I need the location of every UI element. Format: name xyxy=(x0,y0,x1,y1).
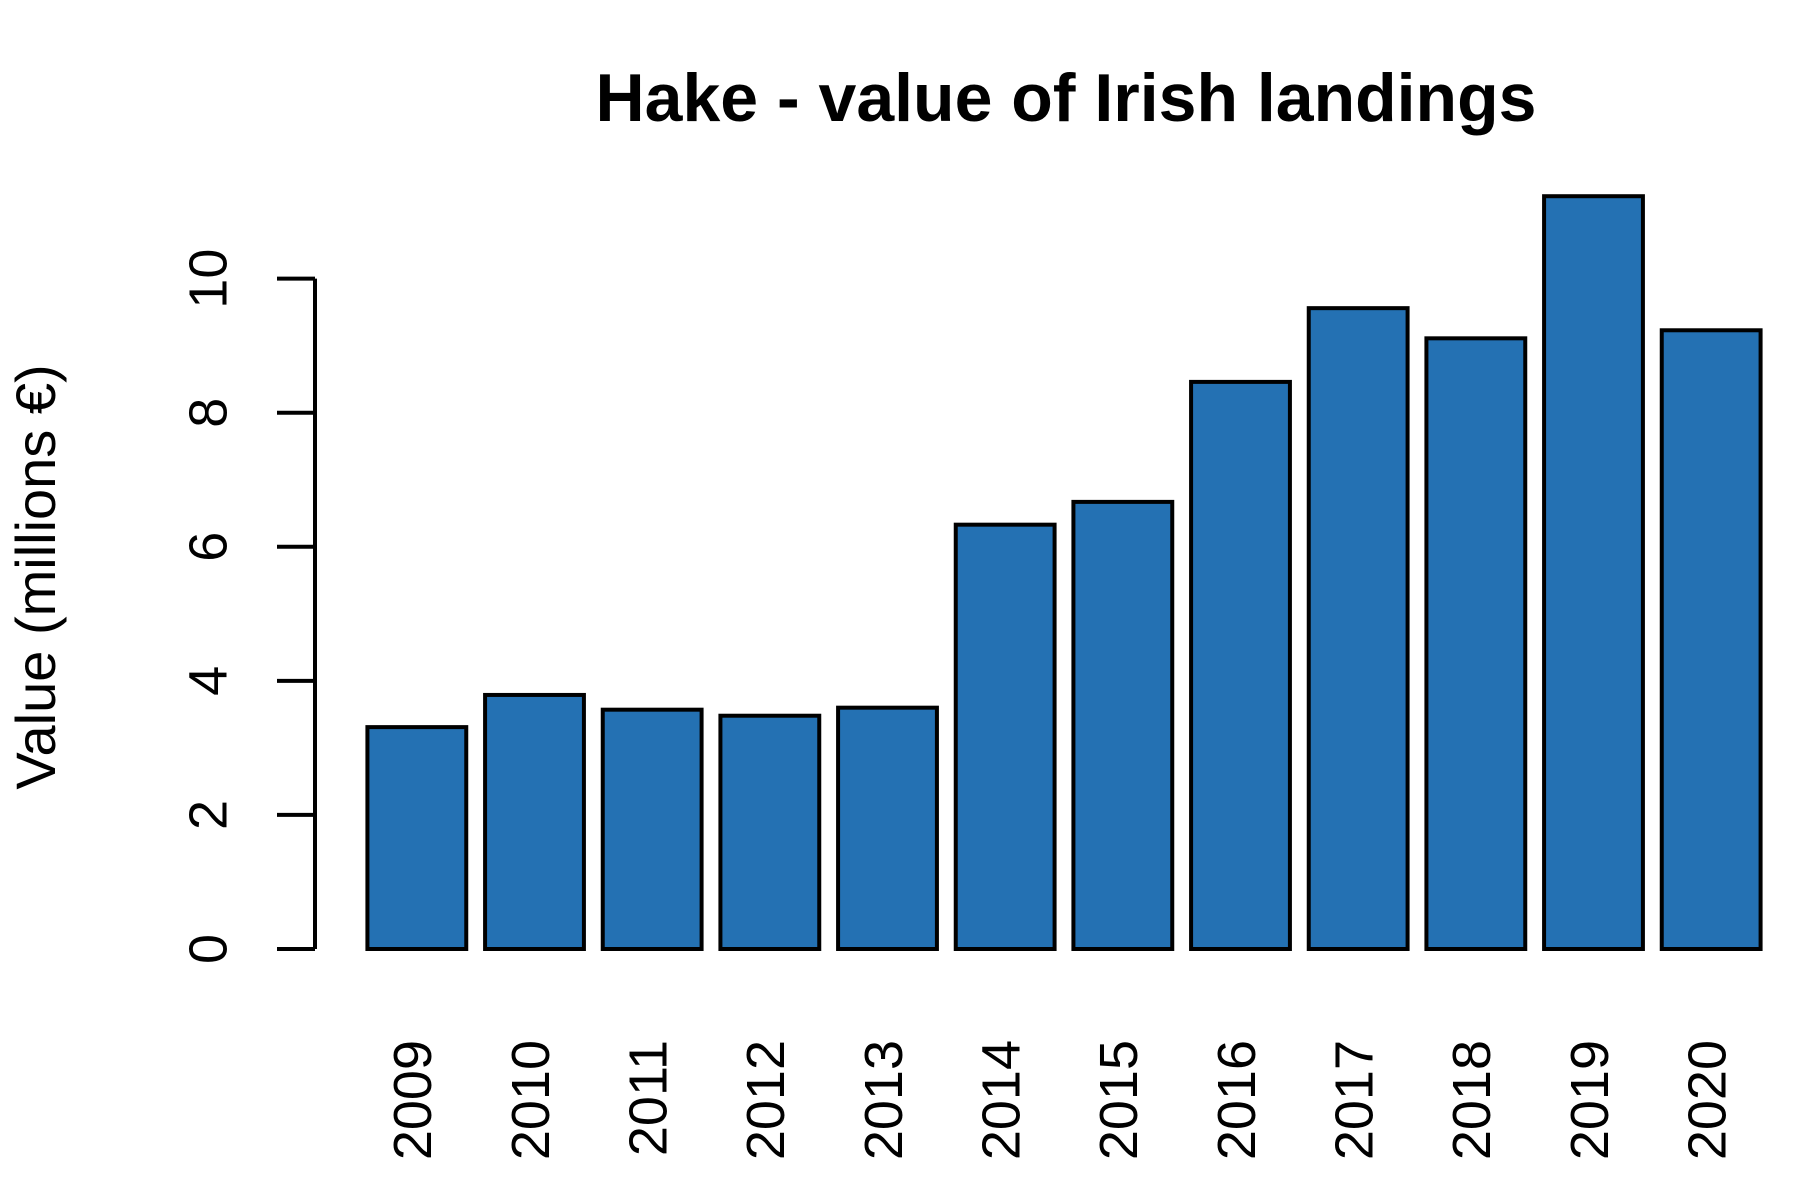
x-tick-label: 2012 xyxy=(736,1040,796,1160)
bar xyxy=(1306,306,1410,951)
bar xyxy=(600,707,704,951)
x-tick-label: 2010 xyxy=(501,1040,561,1160)
x-tick-label: 2011 xyxy=(618,1040,678,1156)
y-tick-label: 10 xyxy=(178,249,238,309)
bar xyxy=(1659,328,1763,952)
bar xyxy=(718,713,822,952)
x-tick-label: 2015 xyxy=(1089,1040,1149,1160)
bar xyxy=(483,692,586,951)
x-tick-label: 2017 xyxy=(1324,1040,1384,1160)
y-tick-label: 8 xyxy=(178,398,238,428)
bar xyxy=(1189,379,1292,951)
x-tick-label: 2009 xyxy=(383,1040,443,1160)
x-tick-label: 2013 xyxy=(854,1040,914,1160)
x-tick-label: 2020 xyxy=(1677,1040,1737,1160)
bar xyxy=(953,522,1057,951)
x-tick-label: 2018 xyxy=(1442,1040,1502,1160)
chart-title: Hake - value of Irish landings xyxy=(596,60,1537,136)
bar xyxy=(1071,499,1175,951)
y-tick-label: 2 xyxy=(178,800,238,830)
y-tick-label: 6 xyxy=(178,532,238,562)
y-axis-label: Value (millions €) xyxy=(4,364,67,789)
bar xyxy=(1424,336,1528,952)
y-tick-label: 4 xyxy=(178,666,238,696)
y-tick-label: 0 xyxy=(178,934,238,964)
x-tick-label: 2019 xyxy=(1560,1040,1620,1160)
bar xyxy=(1542,194,1645,951)
x-tick-label: 2014 xyxy=(971,1040,1031,1160)
bar xyxy=(836,705,939,952)
bar xyxy=(365,725,469,951)
x-tick-label: 2016 xyxy=(1207,1040,1267,1160)
